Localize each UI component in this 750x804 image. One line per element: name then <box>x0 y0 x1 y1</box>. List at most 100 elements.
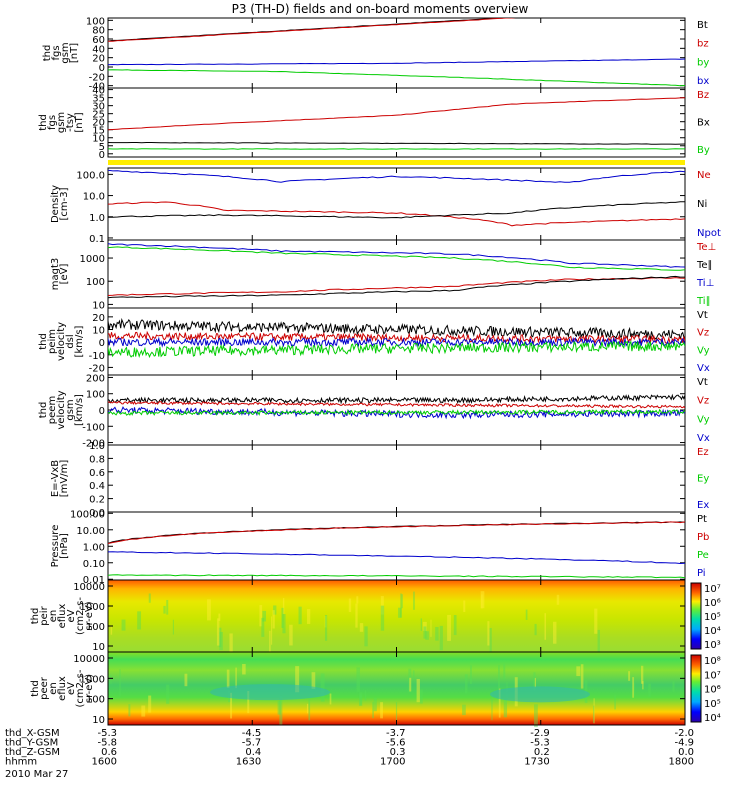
colorbar-p10 <box>691 655 701 722</box>
legend-Bz: Bz <box>697 90 709 101</box>
y-tick-label: 10.00 <box>76 526 105 537</box>
spectrogram-streak <box>463 600 465 612</box>
spectrogram-streak <box>409 678 411 692</box>
legend-Pi: Pi <box>697 568 706 579</box>
spectrogram-streak <box>128 704 130 716</box>
panel-frame <box>108 308 685 375</box>
spectrogram-streak <box>271 616 272 644</box>
legend-Bx: Bx <box>697 118 710 129</box>
y-tick-label: 100 <box>86 390 105 401</box>
spectrogram-streak <box>526 610 528 620</box>
legend-Ex: Ex <box>697 500 709 511</box>
legend-Ey: Ey <box>697 474 709 485</box>
spectrogram-streak <box>380 702 383 718</box>
legend-Ne: Ne <box>697 170 711 181</box>
series-Bx <box>108 143 685 145</box>
y-tick-label: -10 <box>89 351 105 362</box>
y-tick-label: 0.10 <box>83 559 105 570</box>
legend-by: by <box>697 57 709 68</box>
spectrogram-streak <box>481 591 485 608</box>
legend-Te⊥: Te⊥ <box>696 242 716 253</box>
spectrogram-streak <box>364 626 367 646</box>
figure-title: P3 (TH-D) fields and on-board moments ov… <box>232 2 529 16</box>
spectrogram-streak <box>312 672 316 689</box>
spectrogram-streak <box>557 595 560 605</box>
spectrogram-streak <box>279 696 282 725</box>
y-axis-label-line: [km/s] <box>74 394 85 426</box>
spectrogram-streak <box>137 611 141 629</box>
y-tick-label: 0 <box>99 338 105 349</box>
xaxis-row-label: hhmm <box>5 757 37 768</box>
y-tick-label: 0 <box>99 150 105 161</box>
legend-Bt: Bt <box>697 20 708 31</box>
y-axis-label-line: [nT] <box>74 112 85 132</box>
xaxis-value: 1700 <box>380 757 405 768</box>
spectrogram-streak <box>219 632 223 650</box>
spectrogram-feature <box>210 684 330 700</box>
colorbar-tick-label: 10³ <box>704 640 721 651</box>
spectrogram-streak <box>269 631 271 652</box>
spectrogram-streak <box>184 674 187 686</box>
spectrogram-streak <box>356 596 358 603</box>
spectrogram-streak <box>374 698 377 712</box>
xaxis-value: 1800 <box>669 757 694 768</box>
series-Ti∥ <box>108 247 685 270</box>
spectrogram-streak <box>421 618 422 631</box>
spectrogram-streak <box>261 618 264 637</box>
y-axis-label: E=-VxB[mV/m] <box>50 460 70 498</box>
spectrogram-streak <box>307 609 310 624</box>
y-tick-label: 0.2 <box>89 495 105 506</box>
y-axis-label-line: [mV/m] <box>59 460 70 498</box>
legend-Pb: Pb <box>697 532 709 543</box>
spectrogram-streak <box>360 623 363 632</box>
legend-Ti⊥: Ti⊥ <box>696 278 714 289</box>
spectrogram-streak <box>166 685 169 704</box>
series-bx <box>108 59 685 65</box>
colorbar-tick-label: 10⁴ <box>704 626 721 637</box>
spectrogram-streak <box>498 665 500 689</box>
spectrogram-streak <box>289 625 292 646</box>
spectrogram-streak <box>628 671 630 681</box>
legend-Vy: Vy <box>697 414 710 425</box>
spectrogram-streak <box>330 694 332 705</box>
panel-frame <box>108 18 685 88</box>
xaxis-value: 1730 <box>524 757 549 768</box>
series-Pi <box>108 552 685 564</box>
spectrogram-streak <box>110 675 111 685</box>
colorbar-tick-label: 10⁵ <box>704 612 721 623</box>
legend-Vy: Vy <box>697 345 710 356</box>
spectrogram-streak <box>163 606 165 614</box>
legend-Vx: Vx <box>697 363 710 374</box>
spectrogram-streak <box>360 695 361 705</box>
spectrogram-streak <box>423 626 426 638</box>
spectrogram-streak <box>381 606 384 631</box>
y-tick-label: 10000 <box>73 654 105 665</box>
y-tick-label: 20 <box>92 313 105 324</box>
legend-bz: bz <box>697 39 709 50</box>
y-axis-label-line: [nT] <box>69 43 80 63</box>
legend-Vz: Vz <box>697 396 709 407</box>
spectrogram-streak <box>119 669 120 697</box>
y-tick-label: 10.0 <box>83 192 105 203</box>
spectrogram-streak <box>401 594 402 608</box>
y-axis-label: magt3[eV] <box>50 258 70 291</box>
spectrogram-streak <box>553 622 556 644</box>
y-tick-label: 1.0 <box>89 441 105 452</box>
series-Vy <box>108 410 685 415</box>
legend-Ni: Ni <box>697 199 707 210</box>
spectrogram-streak <box>299 607 302 625</box>
spectrogram-streak <box>648 684 651 697</box>
spectrogram-streak <box>173 620 174 635</box>
spectrogram-streak <box>242 664 246 674</box>
spectrogram-streak <box>413 592 415 610</box>
legend-Vx: Vx <box>697 433 710 444</box>
spectrogram-streak <box>534 704 538 727</box>
spectrogram-streak <box>435 627 438 641</box>
colorbar-tick-label: 10⁶ <box>704 598 721 609</box>
